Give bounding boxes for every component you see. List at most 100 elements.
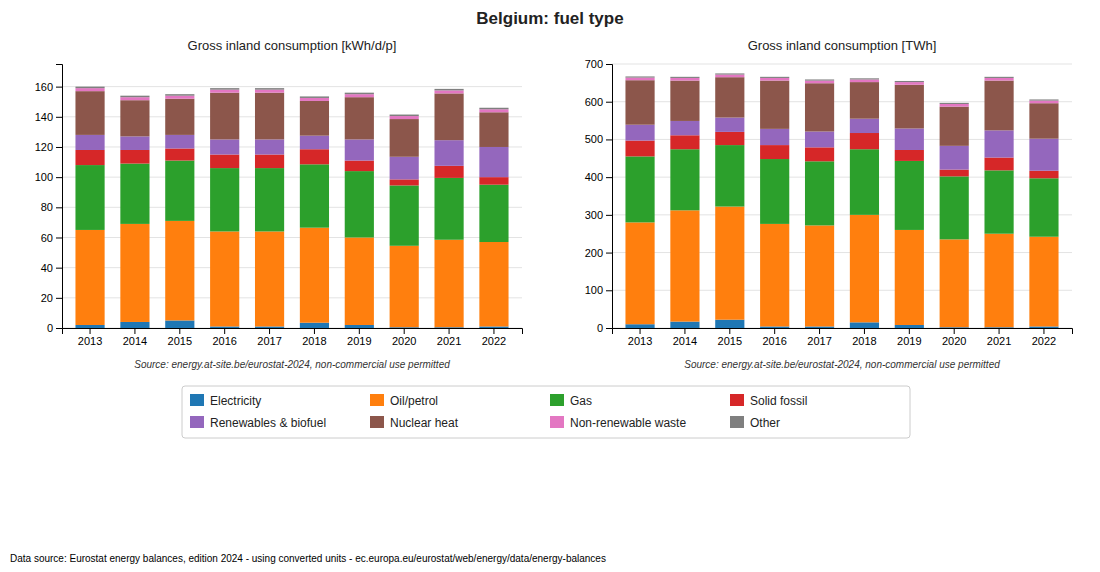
tick-mark [493, 328, 494, 334]
bar [255, 93, 284, 140]
legend-label: Non-renewable waste [570, 416, 686, 430]
bar [940, 239, 969, 327]
bar [390, 157, 419, 180]
tick-mark [404, 328, 405, 334]
bar [715, 132, 744, 145]
tick-label: 2014 [673, 335, 697, 347]
tick: 200 [585, 247, 612, 259]
tick-label: 60 [41, 232, 53, 244]
tick: 2021 [987, 328, 1011, 347]
bar [434, 140, 463, 166]
legend-item: Renewables & biofuel [190, 416, 326, 430]
bar [670, 210, 699, 321]
bar [984, 130, 1013, 157]
bar [479, 185, 508, 242]
tick-mark [56, 328, 62, 329]
tick-label: 160 [35, 81, 53, 93]
legend-swatch [190, 394, 204, 406]
legend-swatch [550, 394, 564, 406]
tick-mark [56, 147, 62, 148]
bar [850, 119, 879, 133]
tick: 2018 [852, 328, 876, 347]
bar [390, 116, 419, 119]
bar-series [625, 145, 1058, 239]
bar [625, 78, 654, 81]
bar [850, 215, 879, 322]
bar [479, 108, 508, 110]
tick: 0 [597, 322, 612, 334]
bar [715, 118, 744, 132]
tick: 100 [35, 171, 62, 183]
bar [120, 150, 149, 164]
axis-line [56, 65, 63, 329]
legend-item: Solid fossil [730, 394, 807, 408]
bar [390, 246, 419, 327]
bar [345, 139, 374, 160]
bar [940, 176, 969, 239]
bar [75, 88, 104, 91]
bar [434, 178, 463, 240]
bar [805, 147, 834, 161]
bar [1029, 139, 1058, 171]
bar [165, 99, 194, 135]
bar [625, 80, 654, 125]
panel: 0204060801001201401602013201420152016201… [35, 65, 523, 347]
bar [625, 76, 654, 77]
bar [805, 79, 834, 80]
tick-mark [1043, 328, 1044, 334]
bar [255, 155, 284, 169]
legend-swatch [370, 416, 384, 428]
tick: 80 [41, 201, 62, 213]
bar [255, 88, 284, 90]
bar [479, 147, 508, 177]
tick-mark [90, 328, 91, 334]
tick-label: 140 [35, 111, 53, 123]
bar [120, 100, 149, 136]
bar [805, 225, 834, 326]
tick: 2019 [897, 328, 921, 347]
tick-mark [640, 328, 641, 334]
legend-label: Renewables & biofuel [210, 416, 326, 430]
bar [345, 161, 374, 172]
tick-label: 2020 [942, 335, 966, 347]
tick: 2020 [942, 328, 966, 347]
bars [75, 87, 508, 328]
bar [300, 149, 329, 164]
tick: 2017 [807, 328, 831, 347]
tick-mark [56, 87, 62, 88]
bar [850, 322, 879, 328]
x-axis: 2013201420152016201720182019202020212022 [613, 328, 1073, 347]
tick: 60 [41, 232, 62, 244]
bar [625, 156, 654, 222]
tick-label: 100 [585, 284, 603, 296]
bar [255, 90, 284, 93]
bar [390, 179, 419, 185]
tick-mark [684, 328, 685, 334]
tick-label: 2020 [392, 335, 416, 347]
tick: 2014 [673, 328, 697, 347]
bar [120, 97, 149, 100]
tick-label: 100 [35, 171, 53, 183]
bar [895, 230, 924, 325]
bar [715, 320, 744, 328]
bar [984, 234, 1013, 328]
bar [760, 224, 789, 327]
tick: 2022 [1032, 328, 1056, 347]
tick-label: 2015 [718, 335, 742, 347]
bar-series [75, 87, 508, 116]
bar [120, 322, 149, 328]
bar [805, 83, 834, 131]
bar [75, 325, 104, 328]
legend-label: Solid fossil [750, 394, 807, 408]
tick: 2014 [123, 328, 147, 347]
bar [895, 81, 924, 82]
bar [165, 94, 194, 96]
tick: 100 [585, 284, 612, 296]
tick-label: 120 [35, 141, 53, 153]
bar [625, 222, 654, 324]
tick-mark [606, 290, 612, 291]
bar [940, 146, 969, 170]
legend-swatch [370, 394, 384, 406]
tick: 2013 [78, 328, 102, 347]
panel: 0100200300400500600700201320142015201620… [585, 58, 1073, 347]
